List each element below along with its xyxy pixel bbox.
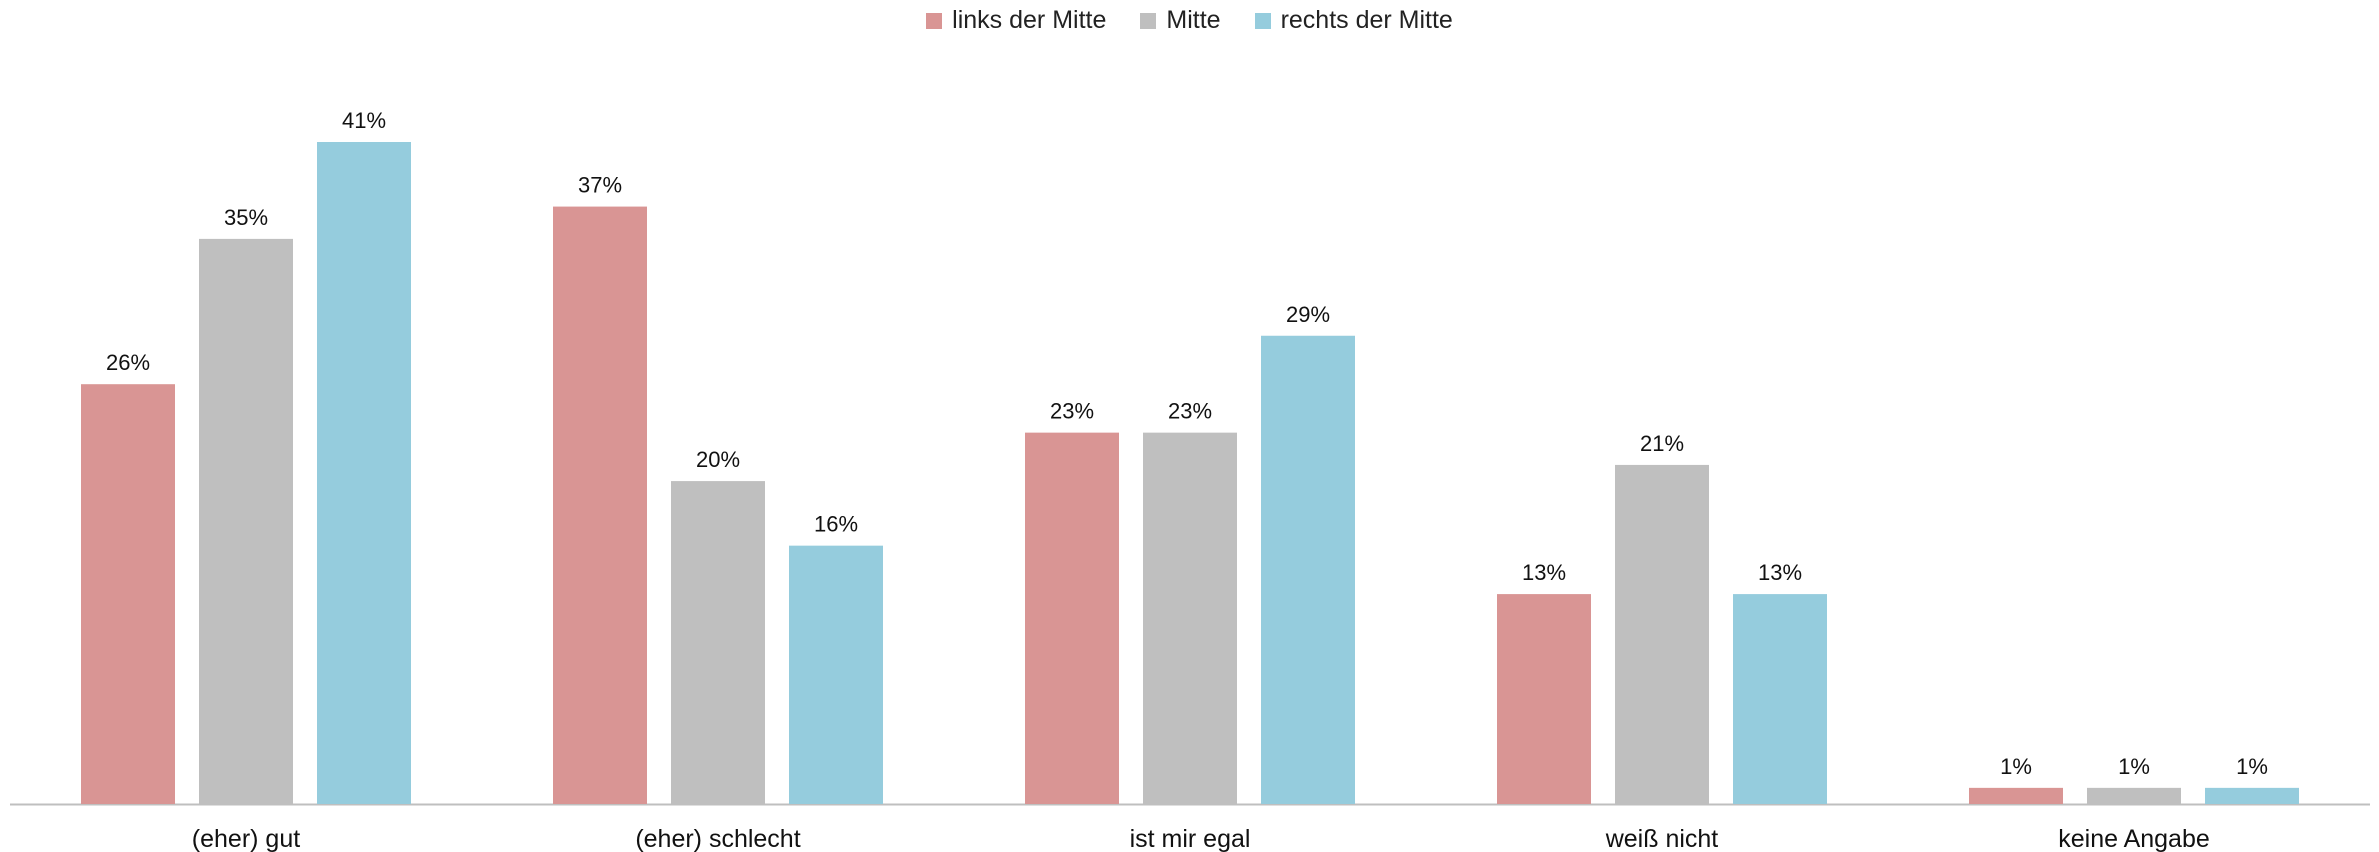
bar-1-3 <box>1615 464 1709 804</box>
data-label-1-2: 23% <box>1168 399 1212 424</box>
data-label-2-4: 1% <box>2236 754 2268 779</box>
legend-swatch-rechts <box>1254 12 1271 29</box>
category-label-3: weiß nicht <box>1605 825 1719 852</box>
bar-0-2 <box>1025 432 1119 804</box>
legend-label-mitte: Mitte <box>1166 6 1221 34</box>
bar-2-4 <box>2205 787 2299 804</box>
category-label-2: ist mir egal <box>1130 825 1251 852</box>
data-label-0-2: 23% <box>1050 399 1094 424</box>
data-label-2-0: 41% <box>342 108 386 133</box>
data-label-0-0: 26% <box>106 350 150 375</box>
data-label-0-3: 13% <box>1522 560 1566 585</box>
data-label-1-0: 35% <box>224 205 268 230</box>
data-label-0-4: 1% <box>2000 754 2032 779</box>
data-label-2-3: 13% <box>1758 560 1802 585</box>
data-label-1-1: 20% <box>696 447 740 472</box>
data-label-0-1: 37% <box>578 173 622 198</box>
bar-1-4 <box>2087 787 2181 804</box>
legend-label-rechts: rechts der Mitte <box>1280 6 1453 34</box>
bar-2-1 <box>789 545 883 804</box>
legend-item-mitte: Mitte <box>1140 6 1221 35</box>
data-label-2-1: 16% <box>814 512 858 537</box>
bar-1-0 <box>199 238 293 804</box>
bar-2-3 <box>1733 594 1827 804</box>
bar-2-0 <box>317 142 411 804</box>
bar-2-2 <box>1261 335 1355 804</box>
data-label-1-3: 21% <box>1640 431 1684 456</box>
legend-swatch-mitte <box>1140 12 1157 29</box>
bar-0-0 <box>81 384 175 804</box>
legend-item-links: links der Mitte <box>926 6 1106 35</box>
legend-label-links: links der Mitte <box>952 6 1107 34</box>
category-label-1: (eher) schlecht <box>635 825 800 852</box>
legend-swatch-links <box>926 12 943 29</box>
data-label-1-4: 1% <box>2118 754 2150 779</box>
legend-item-rechts: rechts der Mitte <box>1254 6 1453 35</box>
bar-0-3 <box>1497 594 1591 804</box>
data-label-2-2: 29% <box>1286 302 1330 327</box>
bar-1-2 <box>1143 432 1237 804</box>
bar-0-4 <box>1969 787 2063 804</box>
legend: links der Mitte Mitte rechts der Mitte <box>0 6 2379 35</box>
category-label-0: (eher) gut <box>192 825 300 852</box>
bar-0-1 <box>553 206 647 804</box>
category-label-4: keine Angabe <box>2058 825 2210 852</box>
bar-1-1 <box>671 481 765 804</box>
